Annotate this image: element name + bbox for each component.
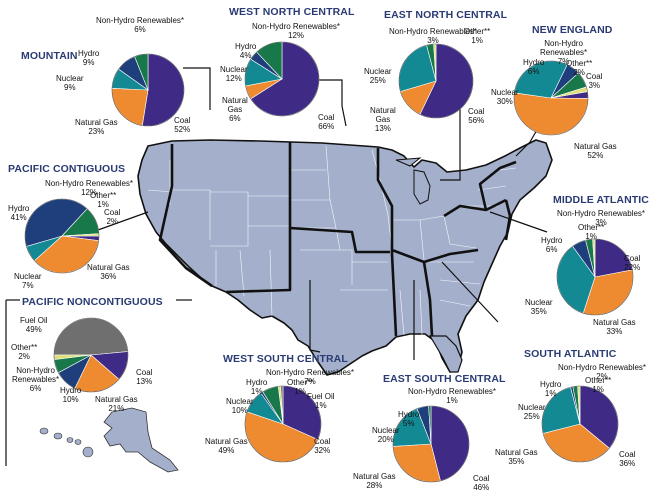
pie-outline — [556, 238, 634, 316]
region-title-middle-atlantic: MIDDLE ATLANTIC — [553, 194, 649, 206]
region-title-pacific-contiguous: PACIFIC CONTIGUOUS — [8, 163, 126, 175]
slice-label: Nuclear 7% — [14, 272, 42, 290]
state-boundaries — [147, 145, 517, 336]
region-title-east-south-central: EAST SOUTH CENTRAL — [383, 373, 506, 385]
pie-slice-natural-gas — [513, 92, 589, 136]
slice-label: Nuclear 10% — [226, 397, 254, 415]
slice-label: Other** 1% — [287, 378, 314, 396]
slice-label: Natural Gas 33% — [593, 318, 636, 336]
slice-label: Fuel Oil 49% — [20, 316, 48, 334]
slice-label: Coal 46% — [473, 474, 490, 492]
slice-label: Nuclear 9% — [56, 74, 84, 92]
pie-east-south-central — [392, 405, 470, 483]
slice-label: Coal 3% — [586, 72, 603, 90]
pie-outline — [111, 53, 185, 127]
slice-label: Non-Hydro Renewables* 2% — [558, 363, 647, 381]
slice-label: Hydro 9% — [78, 49, 100, 67]
slice-label: Coal 56% — [468, 107, 485, 125]
pie-pacific-contiguous — [24, 198, 100, 274]
alaska — [103, 407, 179, 473]
slice-label: Natural Gas 6% — [222, 96, 248, 123]
pie-middle-atlantic — [556, 238, 634, 316]
slice-label: Nuclear 25% — [364, 67, 392, 85]
slice-label: Other** 2% — [11, 343, 38, 361]
slice-label: Nuclear 30% — [491, 88, 519, 106]
slice-label: Hydro 1% — [246, 378, 268, 396]
slice-label: Non-Hydro Renewables* 3% — [557, 209, 646, 227]
pie-mountain — [111, 53, 185, 127]
region-title-pacific-noncontiguous: PACIFIC NONCONTIGUOUS — [22, 296, 163, 308]
pie-outline — [398, 43, 474, 119]
pie-south-atlantic — [541, 385, 619, 463]
region-title-east-north-central: EAST NORTH CENTRAL — [384, 9, 508, 21]
region-title-mountain: MOUNTAIN — [21, 50, 78, 62]
pie-slice-fuel-oil — [53, 317, 129, 356]
slice-label: Coal 36% — [619, 450, 636, 468]
hawaii — [39, 427, 94, 458]
slice-label: Non-Hydro Renewables* 7% — [266, 368, 355, 386]
slice-label: Natural Gas 13% — [370, 106, 396, 133]
slice-label: Natural Gas 49% — [205, 437, 248, 455]
slice-label: Natural Gas 23% — [75, 118, 118, 136]
slice-label: Nuclear 12% — [220, 65, 248, 83]
pie-outline — [24, 198, 100, 274]
slice-label: Other** 1% — [578, 223, 605, 241]
slice-label: Non-Hydro Renewables* 12% — [252, 22, 341, 40]
slice-label: Hydro 6% — [523, 58, 545, 76]
slice-label: Other** 1% — [464, 27, 491, 45]
michigan — [395, 157, 431, 205]
region-title-west-north-central: WEST NORTH CENTRAL — [229, 6, 355, 18]
slice-label: Hydro 10% — [60, 386, 82, 404]
slice-label: Other** 1% — [90, 191, 117, 209]
slice-label: Fuel Oil 1% — [307, 392, 335, 410]
leader-lines — [5, 67, 548, 466]
slice-label: Nuclear 25% — [518, 403, 546, 421]
slice-label: Hydro 6% — [541, 236, 563, 254]
slice-label: Hydro 5% — [398, 410, 420, 428]
pie-west-south-central — [244, 385, 322, 463]
slice-label: Natural Gas 36% — [87, 263, 130, 281]
pie-west-north-central — [244, 41, 320, 117]
slice-label: Natural Gas 28% — [353, 472, 396, 490]
pie-outline — [541, 385, 619, 463]
slice-label: Coal 13% — [136, 368, 153, 386]
slice-label: Natural Gas 35% — [495, 448, 538, 466]
slice-label: Nuclear 20% — [372, 426, 400, 444]
slice-label: Hydro 41% — [8, 204, 30, 222]
pie-outline — [513, 60, 589, 136]
region-title-south-atlantic: SOUTH ATLANTIC — [524, 348, 617, 360]
pie-pacific-noncontiguous — [53, 317, 129, 393]
slice-label: Non-Hydro Renewables* 6% — [96, 16, 185, 34]
slice-label: Hydro 1% — [540, 380, 562, 398]
slice-label: Natural Gas 21% — [95, 395, 138, 413]
slice-label: Other** 1% — [585, 376, 612, 394]
florida-peninsula — [428, 335, 463, 373]
pie-outline — [53, 317, 129, 393]
slice-label: Nuclear 35% — [525, 298, 553, 316]
slice-label: Non-Hydro Renewables* 12% — [45, 179, 134, 197]
pie-outline — [244, 41, 320, 117]
slice-label: Coal 22% — [624, 254, 641, 272]
pie-new-england — [513, 60, 589, 136]
slice-label: Coal 2% — [104, 208, 121, 226]
region-boundaries — [158, 142, 517, 337]
pie-outline — [244, 385, 322, 463]
slice-label: Non-Hydro Renewables* 7% — [540, 39, 588, 66]
slice-label: Natural Gas 52% — [574, 142, 617, 160]
slice-label: Other** 2% — [566, 59, 593, 77]
region-title-west-south-central: WEST SOUTH CENTRAL — [223, 353, 348, 365]
slice-label: Non-Hydro Renewables* 6% — [12, 366, 60, 393]
slice-label: Non-Hydro Renewables* 3% — [389, 27, 478, 45]
region-title-new-england: NEW ENGLAND — [532, 24, 613, 36]
slice-label: Hydro 4% — [235, 42, 257, 60]
slice-label: Coal 66% — [318, 113, 335, 131]
pie-east-north-central — [398, 43, 474, 119]
pie-outline — [392, 405, 470, 483]
slice-label: Coal 32% — [314, 437, 331, 455]
slice-label: Coal 52% — [174, 116, 191, 134]
slice-label: Non-Hydro Renewables* 1% — [408, 387, 497, 405]
